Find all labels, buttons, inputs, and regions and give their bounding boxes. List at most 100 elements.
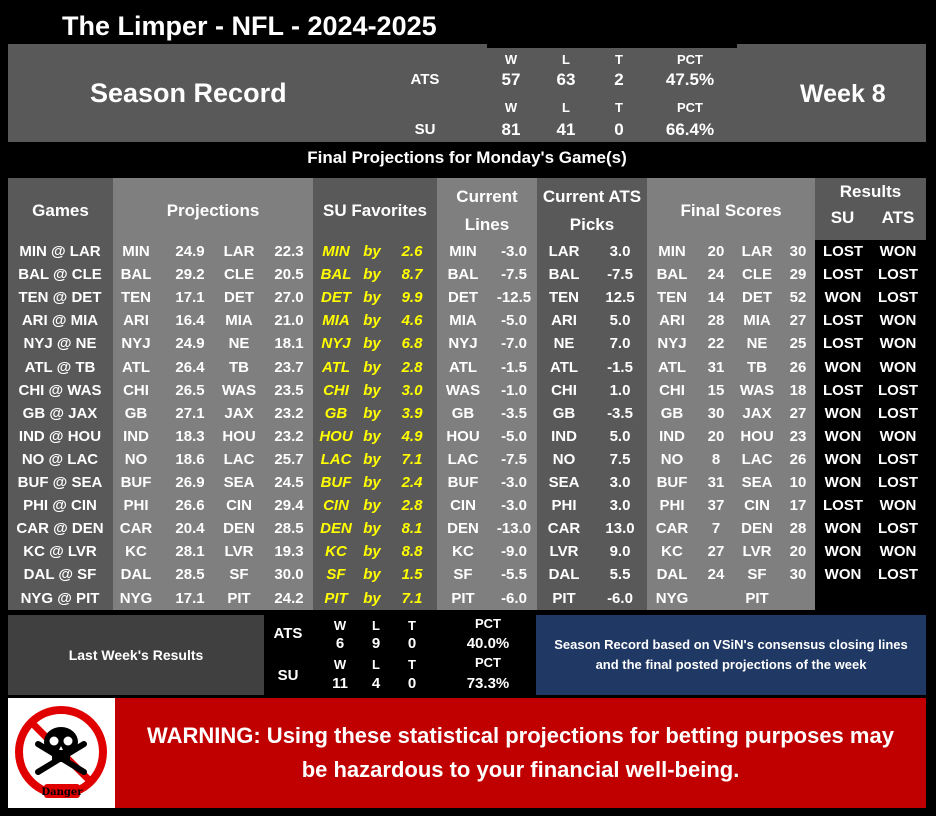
- line-value: -5.5: [501, 566, 527, 584]
- last-week-ats-l: 9: [371, 635, 381, 652]
- proj-away-score: 18.3: [175, 427, 205, 445]
- table-row: MIN @ LAR MIN 24.9 LAR 22.3 MIN by 2.6 MIN -3.0 LA…: [8, 240, 926, 263]
- su-favorite-team: CIN: [323, 497, 349, 515]
- proj-home-score: 23.2: [274, 427, 304, 445]
- score-away-score: 37: [707, 497, 725, 515]
- table-row: KC @ LVR KC 28.1 LVR 19.3 KC by 8.8 KC -9.0 LVR 9.0…: [8, 540, 926, 563]
- ats-pick-line: -6.0: [607, 589, 633, 607]
- game-label: DAL @ SF: [23, 566, 97, 584]
- su-favorite-margin: 3.9: [401, 404, 423, 422]
- proj-away-team: ATL: [121, 358, 151, 376]
- score-away-team: NYG: [655, 589, 689, 607]
- score-away-team: PHI: [659, 497, 685, 515]
- ats-pick-line: 5.0: [609, 312, 631, 330]
- line-team: ATL: [448, 358, 478, 376]
- proj-home-team: LAR: [223, 243, 255, 260]
- ats-pick-team: NE: [553, 335, 575, 353]
- season-su-label: SU: [414, 121, 436, 138]
- su-favorite-team: KC: [325, 543, 347, 561]
- last-week-ats-t-header: T: [408, 618, 416, 633]
- result-ats: LOST: [878, 474, 918, 491]
- score-away-score: 30: [707, 404, 725, 422]
- ats-pick-line: 9.0: [609, 543, 631, 561]
- score-home-score: 28: [789, 520, 807, 538]
- su-favorite-margin: 2.8: [401, 497, 423, 515]
- su-favorite-margin: 4.9: [401, 427, 423, 445]
- score-home-team: LAR: [741, 243, 773, 260]
- ats-pick-team: CAR: [547, 520, 581, 538]
- header-games: Games: [32, 201, 89, 220]
- header-current-lines-2: Lines: [464, 215, 510, 234]
- season-ats-pct-header: PCT: [677, 52, 703, 67]
- score-home-score: 29: [789, 266, 807, 284]
- score-away-team: BAL: [656, 266, 688, 284]
- proj-away-team: IND: [123, 427, 149, 445]
- su-favorite-team: LAC: [320, 450, 352, 468]
- result-ats: WON: [879, 497, 917, 515]
- season-ats-t: 2: [614, 70, 624, 89]
- table-row: NYG @ PIT NYG 17.1 PIT 24.2 PIT by 7.1 PIT -6.0 PI…: [8, 587, 926, 610]
- proj-home-team: NE: [228, 335, 250, 353]
- su-favorite-by: by: [363, 589, 381, 607]
- su-favorite-margin: 7.1: [401, 450, 423, 468]
- proj-home-team: TB: [229, 358, 249, 376]
- result-su: WON: [824, 520, 862, 538]
- ats-pick-team: CHI: [551, 381, 577, 399]
- line-team: BUF: [447, 474, 479, 491]
- season-su-w: 81: [501, 120, 521, 139]
- line-value: -5.0: [501, 427, 527, 445]
- score-home-score: 23: [789, 427, 807, 445]
- proj-away-score: 28.1: [175, 543, 205, 561]
- ats-pick-line: 3.0: [609, 243, 631, 260]
- proj-away-score: 27.1: [175, 404, 205, 422]
- season-su-l: 41: [556, 120, 576, 139]
- su-favorite-margin: 4.6: [401, 312, 423, 330]
- line-value: -7.5: [501, 266, 527, 284]
- subtitle-bar: Final Projections for Monday's Game(s): [8, 144, 926, 172]
- proj-away-team: ARI: [123, 312, 149, 330]
- game-label: NYG @ PIT: [20, 589, 100, 607]
- ats-pick-team: ATL: [549, 358, 579, 376]
- result-su: WON: [824, 543, 862, 561]
- ats-pick-line: 3.0: [609, 474, 631, 491]
- result-ats: WON: [879, 427, 917, 445]
- score-away-score: 20: [707, 427, 725, 445]
- proj-home-score: 23.2: [274, 404, 304, 422]
- score-home-team: PIT: [745, 589, 769, 607]
- season-record-note: Season Record based on VSiN's consensus …: [536, 615, 926, 695]
- proj-away-score: 17.1: [175, 289, 205, 307]
- last-week-su-t-header: T: [408, 657, 416, 672]
- proj-away-score: 26.5: [175, 381, 205, 399]
- table-row: BAL @ CLE BAL 29.2 CLE 20.5 BAL by 8.7 BAL -7.5 BA…: [8, 263, 926, 286]
- header-current-ats-1: Current ATS: [542, 187, 642, 206]
- line-team: DEN: [447, 520, 479, 538]
- score-away-team: NO: [660, 450, 684, 468]
- header-results: Results: [839, 182, 902, 201]
- score-home-team: DEN: [741, 520, 773, 538]
- su-favorite-margin: 8.7: [401, 266, 423, 284]
- ats-pick-team: ARI: [551, 312, 577, 330]
- proj-home-score: 24.5: [274, 474, 304, 491]
- last-week-su-w-header: W: [333, 657, 347, 672]
- table-row: IND @ HOU IND 18.3 HOU 23.2 HOU by 4.9 HOU -5.0 IN…: [8, 425, 926, 448]
- danger-icon-label: Danger: [41, 787, 83, 798]
- score-home-score: [781, 587, 815, 610]
- line-team: KC: [452, 543, 474, 561]
- season-ats-w-header: W: [504, 52, 518, 67]
- proj-away-team: CAR: [119, 520, 153, 538]
- score-away-team: CAR: [655, 520, 689, 538]
- result-su: [816, 587, 870, 610]
- ats-pick-line: 1.0: [609, 381, 631, 399]
- score-away-team: IND: [659, 427, 685, 445]
- score-away-team: ATL: [657, 358, 687, 376]
- score-away-score: 8: [711, 450, 721, 468]
- line-team: HOU: [446, 427, 480, 445]
- score-home-score: 17: [789, 497, 807, 515]
- header-current-lines-1: Current: [456, 187, 518, 206]
- su-favorite-by: by: [363, 520, 381, 538]
- score-away-team: BUF: [656, 474, 688, 491]
- header-su-favorites: SU Favorites: [323, 201, 427, 220]
- week-label: Week 8: [800, 80, 886, 108]
- line-value: -7.0: [501, 335, 527, 353]
- result-su: WON: [824, 474, 862, 491]
